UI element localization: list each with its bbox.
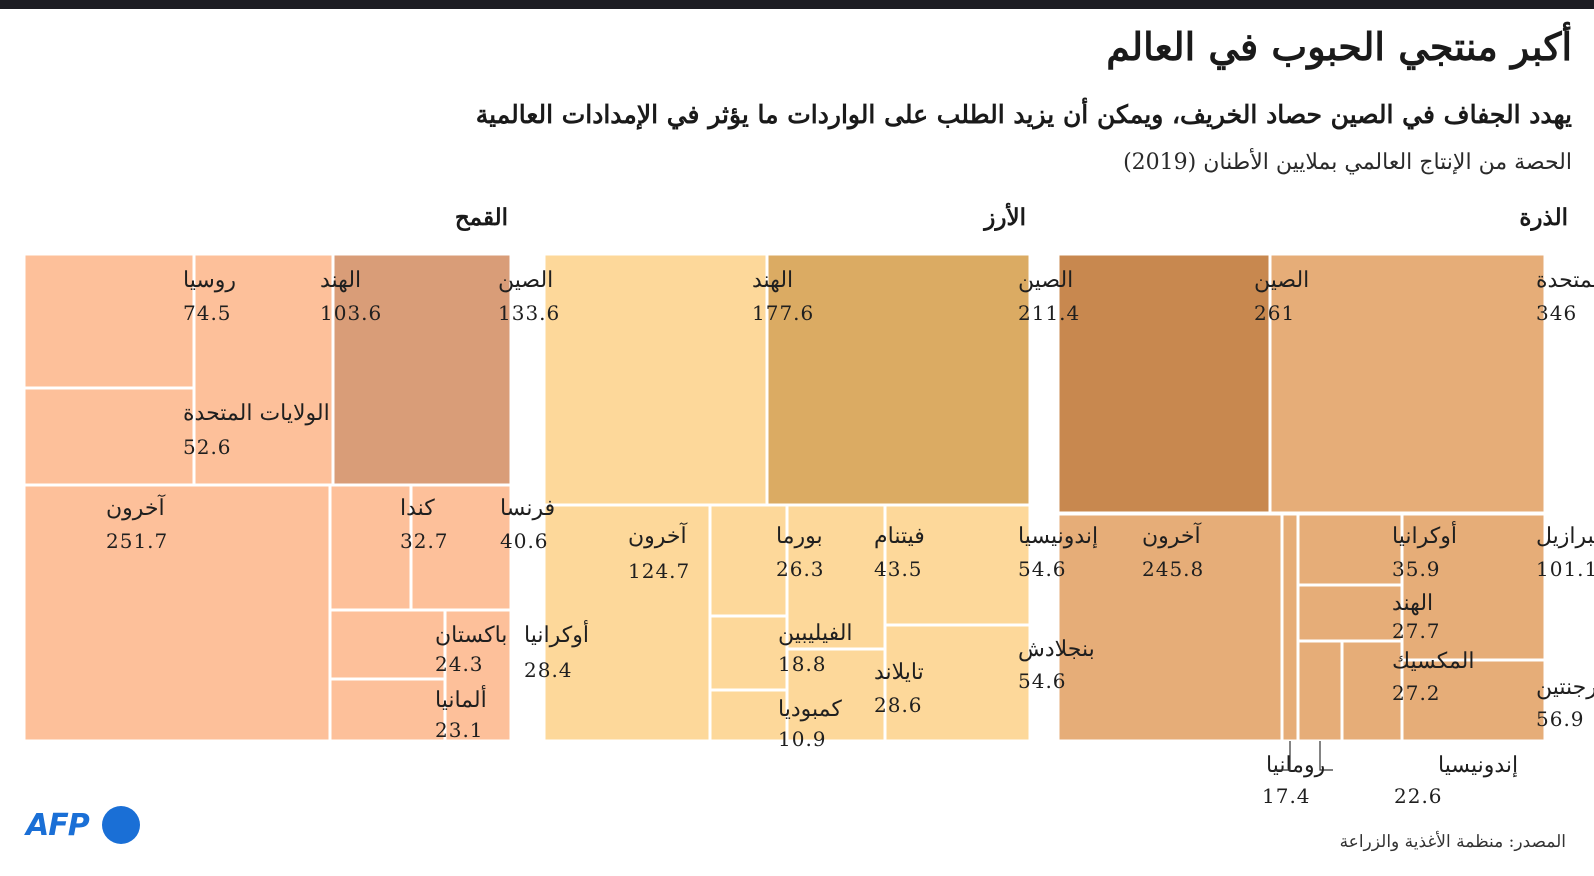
chart-subtitle: يهدد الجفاف في الصين حصاد الخريف، ويمكن … (475, 100, 1572, 129)
rice-cell-8 (708, 688, 789, 743)
maize-chart-title: الذرة (1519, 204, 1568, 231)
rice-name-9: آخرون (628, 522, 688, 549)
rice-value-6: 26.3 (776, 557, 825, 581)
rice-value-3: 54.6 (1018, 669, 1067, 693)
wheat-cell-2 (22, 252, 196, 390)
wheat-value-5: 32.7 (400, 529, 449, 553)
rice-name-4: فيتنام (874, 524, 925, 549)
rice-cell-0 (765, 252, 1032, 507)
rice-value-8: 10.9 (778, 727, 827, 751)
maize-cell-4 (1296, 512, 1404, 587)
wheat-value-3: 52.6 (183, 435, 232, 459)
maize-name-9: آخرون (1142, 522, 1202, 549)
maize-name-8: رومانيا (1266, 753, 1325, 778)
top-bar (0, 0, 1594, 9)
wheat-value-8: 23.1 (435, 718, 484, 742)
maize-name-0: الولايات المتحدة (1536, 268, 1594, 293)
wheat-name-8: ألمانيا (435, 684, 487, 713)
rice-value-5: 28.6 (874, 693, 923, 717)
rice-name-2: إندونيسيا (1018, 524, 1098, 549)
wheat-name-7: باكستان (435, 623, 507, 648)
maize-value-4: 35.9 (1392, 557, 1441, 581)
chart-title: أكبر منتجي الحبوب في العالم (1106, 24, 1572, 69)
maize-value-1: 261 (1254, 301, 1295, 325)
wheat-name-2: روسيا (183, 268, 236, 293)
wheat-cell-9 (22, 483, 332, 743)
wheat-value-6: 28.4 (524, 658, 573, 682)
wheat-value-9: 251.7 (106, 529, 168, 553)
maize-name-6: المكسيك (1392, 649, 1475, 674)
wheat-value-0: 133.6 (498, 301, 560, 325)
wheat-cell-8 (328, 677, 447, 743)
maize-leader-7 (1319, 741, 1333, 771)
maize-name-2: البرازيل (1536, 524, 1594, 549)
wheat-cell-7 (328, 608, 447, 681)
maize-name-3: الأرجنتين (1536, 672, 1594, 700)
wheat-cell-4 (409, 483, 513, 612)
rice-cell-4 (785, 503, 887, 651)
maize-cell-0 (1268, 252, 1547, 515)
rice-cell-5 (785, 647, 887, 743)
wheat-chart-title: القمح (454, 204, 508, 231)
maize-value-2: 101.1 (1536, 557, 1594, 581)
rice-cell-9 (542, 503, 712, 743)
maize-cell-8 (1280, 512, 1300, 743)
rice-chart-title: الأرز (984, 204, 1026, 231)
afp-logo-text: AFP (26, 808, 90, 843)
rice-value-4: 43.5 (874, 557, 923, 581)
maize-value-7: 22.6 (1394, 784, 1443, 808)
wheat-name-3: الولايات المتحدة (183, 401, 330, 426)
maize-cell-7 (1296, 639, 1344, 743)
rice-name-1: الهند (752, 268, 793, 293)
wheat-name-4: فرنسا (500, 496, 555, 521)
wheat-name-9: آخرون (106, 494, 166, 521)
maize-value-6: 27.2 (1392, 681, 1441, 705)
wheat-value-2: 74.5 (183, 301, 232, 325)
rice-name-7: الفيليبين (778, 621, 853, 646)
maize-name-4: أوكرانيا (1392, 520, 1457, 549)
maize-name-1: الصين (1254, 268, 1309, 293)
rice-name-6: بورما (776, 524, 823, 549)
maize-value-5: 27.7 (1392, 619, 1441, 643)
maize-cell-3 (1400, 658, 1547, 743)
rice-cell-1 (542, 252, 769, 507)
maize-value-3: 56.9 (1536, 707, 1585, 731)
wheat-cell-3 (22, 386, 196, 487)
rice-cell-7 (708, 614, 789, 692)
rice-value-9: 124.7 (628, 559, 690, 583)
rice-value-0: 211.4 (1018, 301, 1080, 325)
afp-logo-dot (102, 806, 140, 844)
wheat-name-6: أوكرانيا (524, 619, 589, 648)
maize-name-7: إندونيسيا (1438, 753, 1518, 778)
maize-cell-5 (1296, 583, 1404, 643)
wheat-cell-5 (328, 483, 413, 612)
unit-note: الحصة من الإنتاج العالمي بملايين الأطنان… (1123, 150, 1572, 175)
wheat-name-5: كندا (400, 496, 435, 521)
maize-value-8: 17.4 (1262, 784, 1311, 808)
wheat-value-7: 24.3 (435, 652, 484, 676)
source-note: المصدر: منظمة الأغذية والزراعة (1339, 832, 1566, 852)
wheat-value-1: 103.6 (320, 301, 382, 325)
rice-name-8: كمبوديا (778, 697, 842, 722)
maize-value-0: 346 (1536, 301, 1577, 325)
rice-cell-3 (883, 623, 1032, 743)
maize-cell-1 (1056, 252, 1272, 515)
rice-name-3: بنجلادش (1018, 637, 1095, 662)
rice-value-1: 177.6 (752, 301, 814, 325)
rice-name-0: الصين (1018, 268, 1073, 293)
maize-name-5: الهند (1392, 591, 1433, 616)
maize-cell-9 (1056, 512, 1284, 743)
maize-leader-8 (1274, 741, 1291, 771)
rice-value-7: 18.8 (778, 652, 827, 676)
wheat-value-4: 40.6 (500, 529, 549, 553)
wheat-cell-6 (443, 608, 513, 743)
rice-cell-6 (708, 503, 789, 618)
rice-value-2: 54.6 (1018, 557, 1067, 581)
wheat-name-0: الصين (498, 268, 553, 293)
rice-name-5: تايلاند (874, 660, 924, 685)
maize-value-9: 245.8 (1142, 557, 1204, 581)
wheat-name-1: الهند (320, 268, 361, 293)
